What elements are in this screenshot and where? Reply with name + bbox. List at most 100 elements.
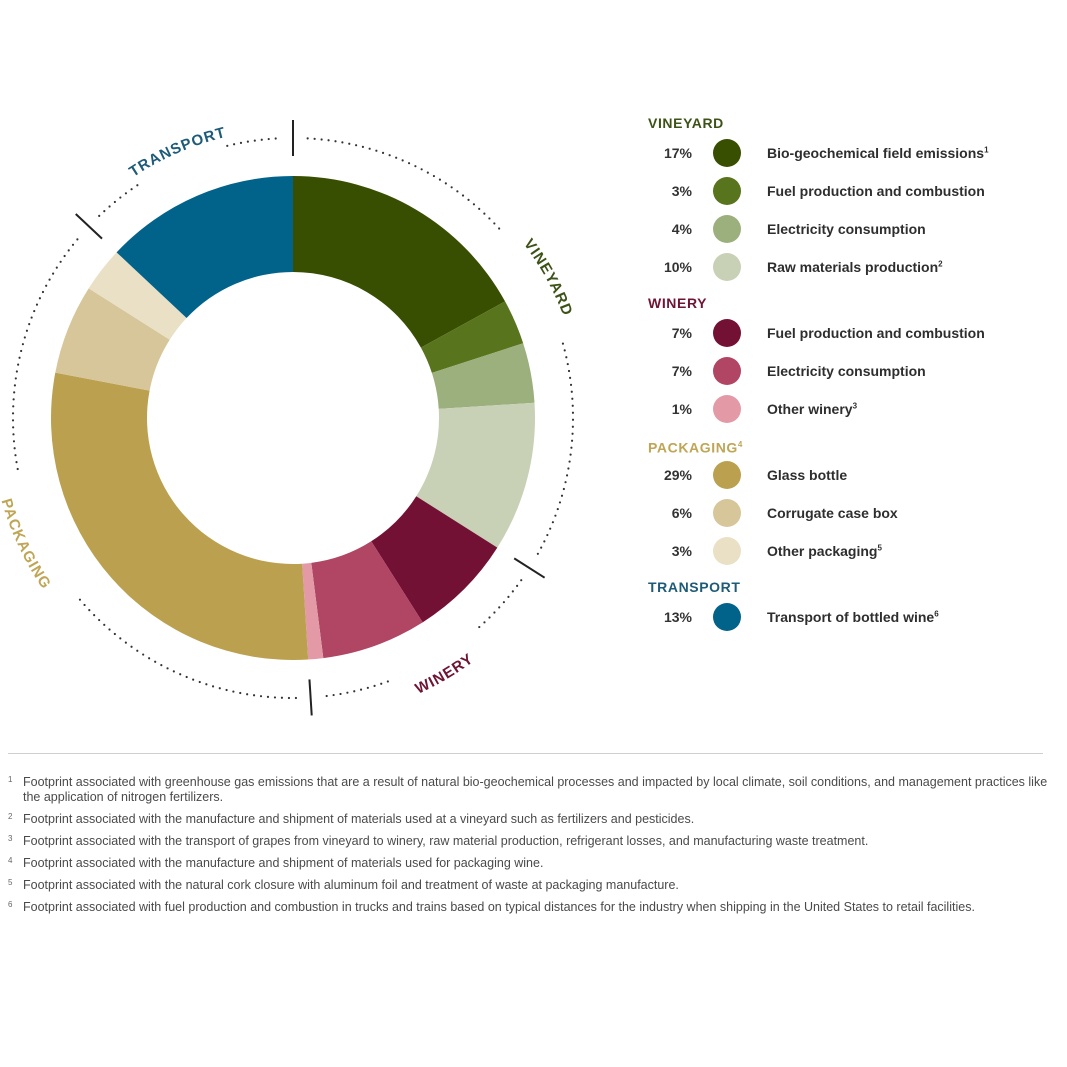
slice-packaging-9 <box>88 252 187 340</box>
slice-vineyard-1 <box>420 301 524 373</box>
slice-packaging-7 <box>51 372 309 660</box>
legend-group-label: WINERY <box>648 295 708 311</box>
legend-item: 3% Other packaging5 <box>648 532 1058 570</box>
slice-packaging-8 <box>55 288 170 391</box>
footnote-text: Footprint associated with fuel productio… <box>23 900 975 914</box>
legend-swatch <box>713 139 741 167</box>
slice-winery-5 <box>311 541 423 659</box>
legend-swatch <box>713 253 741 281</box>
footnote-number: 6 <box>8 900 13 909</box>
legend-label: Bio-geochemical field emissions1 <box>767 145 989 161</box>
legend-swatch <box>713 177 741 205</box>
donut-slices <box>51 176 535 660</box>
legend-group-vineyard: VINEYARD <box>648 112 1058 134</box>
legend-swatch <box>713 215 741 243</box>
legend-label: Fuel production and combustion <box>767 183 985 199</box>
legend-label: Glass bottle <box>767 467 848 483</box>
footnote-ref: 6 <box>934 609 939 619</box>
legend-item: 7% Fuel production and combustion <box>648 314 1058 352</box>
legend-label: Electricity consumption <box>767 363 926 379</box>
group-divider-tick <box>308 679 313 716</box>
footnote: 6 Footprint associated with fuel producti… <box>8 900 1048 915</box>
slice-vineyard-0 <box>293 176 506 348</box>
footnote-number: 2 <box>8 812 13 821</box>
legend-percent: 1% <box>671 401 692 417</box>
legend-percent: 6% <box>671 505 692 521</box>
legend-percent: 7% <box>671 363 692 379</box>
legend-percent: 13% <box>663 609 692 625</box>
legend-label: Transport of bottled wine6 <box>767 609 939 625</box>
footnote-ref: 1 <box>984 145 989 155</box>
legend-item: 7% Electricity consumption <box>648 352 1058 390</box>
legend-label: Corrugate case box <box>767 505 898 521</box>
footnote-ref: 3 <box>852 401 858 411</box>
footnote: 5 Footprint associated with the natural c… <box>8 878 1048 893</box>
footnote-divider <box>8 753 1043 754</box>
footnotes: 1 Footprint associated with greenhouse ga… <box>8 775 1048 922</box>
footnote-number: 5 <box>8 878 13 887</box>
group-ring <box>11 120 575 716</box>
footnote-number: 3 <box>8 834 13 843</box>
ring-label-winery: WINERY <box>413 650 477 697</box>
legend-percent: 10% <box>663 259 692 275</box>
legend-group-packaging: PACKAGING4 <box>648 434 1058 456</box>
ring-dots-vineyard <box>306 137 502 232</box>
footnote-text: Footprint associated with the transport … <box>23 834 869 848</box>
footnote-number: 1 <box>8 775 13 784</box>
legend-label: Fuel production and combustion <box>767 325 985 341</box>
legend-item: 1% Other winery3 <box>648 390 1058 428</box>
footnote-number: 4 <box>8 856 13 865</box>
ring-dots-winery <box>477 579 523 630</box>
legend-group-transport: TRANSPORT <box>648 576 1058 598</box>
donut-chart: VINEYARD WINERY PACKAGING TRANSPORT <box>0 120 576 716</box>
ring-dots-transport <box>98 182 141 218</box>
footnote-ref: 2 <box>938 259 943 269</box>
footnote: 3 Footprint associated with the transport… <box>8 834 1048 849</box>
ring-dots-winery <box>324 680 389 698</box>
footnote-ref: 5 <box>877 543 882 553</box>
legend-label: Raw materials production2 <box>767 259 943 275</box>
footnote-text: Footprint associated with the manufactur… <box>23 856 544 870</box>
legend-swatch <box>713 395 741 423</box>
legend-swatch <box>713 499 741 527</box>
footnote-text: Footprint associated with greenhouse gas… <box>23 775 1048 804</box>
ring-label-transport: TRANSPORT <box>126 124 228 180</box>
legend-percent: 3% <box>671 183 692 199</box>
legend-group-winery: WINERY <box>648 292 1058 314</box>
ring-dots-vineyard <box>535 342 575 557</box>
legend-item: 29% Glass bottle <box>648 456 1058 494</box>
legend-group-label: VINEYARD <box>648 115 724 131</box>
legend-swatch <box>713 357 741 385</box>
ring-label-vineyard: VINEYARD <box>520 236 576 319</box>
slice-transport-10 <box>116 176 293 319</box>
slice-winery-6 <box>302 562 324 660</box>
ring-label-packaging: PACKAGING <box>0 497 54 593</box>
footnote-text: Footprint associated with the natural co… <box>23 878 679 892</box>
group-divider-tick <box>513 557 546 579</box>
legend-percent: 3% <box>671 543 692 559</box>
legend-item: 4% Electricity consumption <box>648 210 1058 248</box>
slice-vineyard-3 <box>416 402 535 548</box>
footnote-ref: 4 <box>737 440 743 449</box>
footnote: 2 Footprint associated with the manufactu… <box>8 812 1048 827</box>
slice-winery-4 <box>371 496 498 623</box>
legend-label: Other packaging5 <box>767 543 882 559</box>
legend-percent: 29% <box>663 467 692 483</box>
legend-spacer <box>648 636 1058 642</box>
ring-dots-transport <box>226 137 280 147</box>
legend-item: 17% Bio-geochemical field emissions1 <box>648 134 1058 172</box>
footnote-text: Footprint associated with the manufactur… <box>23 812 695 826</box>
legend-swatch <box>713 537 741 565</box>
legend-group-label: TRANSPORT <box>648 579 741 595</box>
legend-label: Electricity consumption <box>767 221 926 237</box>
legend-item: 6% Corrugate case box <box>648 494 1058 532</box>
legend-group-label: PACKAGING <box>648 439 738 456</box>
group-divider-tick <box>75 213 103 240</box>
footnote: 4 Footprint associated with the manufactu… <box>8 856 1048 871</box>
slice-vineyard-2 <box>431 343 535 409</box>
legend-swatch <box>713 603 741 631</box>
legend: VINEYARD 17% Bio-geochemical field emissio… <box>648 112 1058 642</box>
legend-swatch <box>713 461 741 489</box>
legend-item: 13% Transport of bottled wine6 <box>648 598 1058 636</box>
legend-label: Other winery3 <box>767 401 858 417</box>
